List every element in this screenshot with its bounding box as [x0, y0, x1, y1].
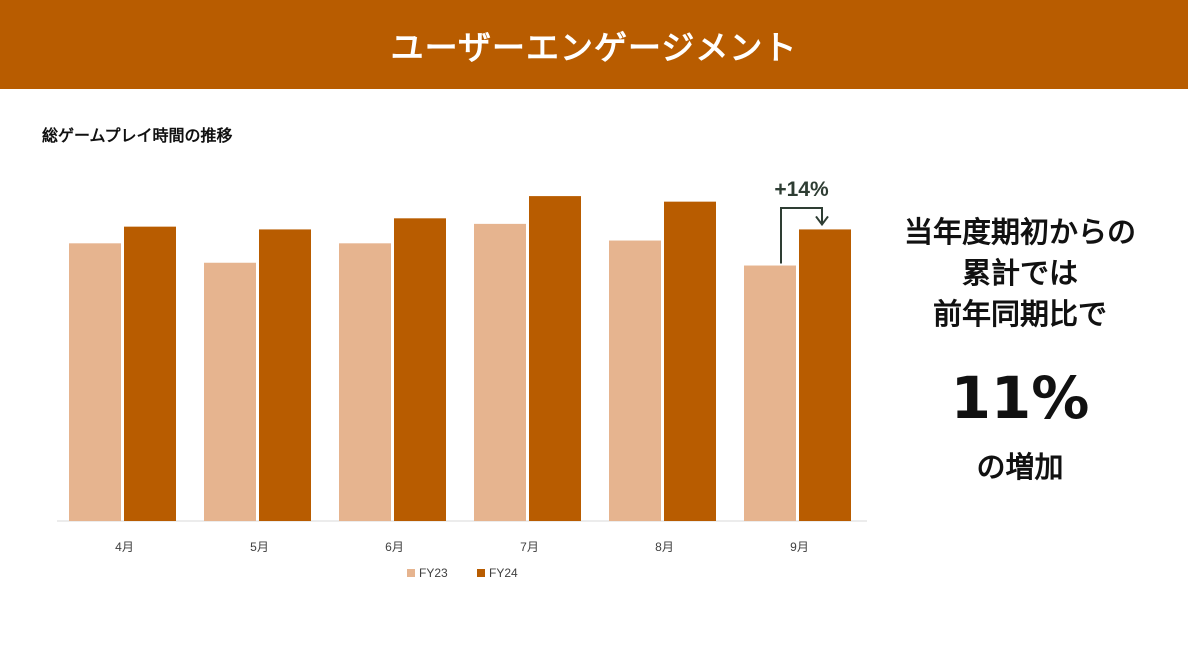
chart-title: 総ゲームプレイ時間の推移 [42, 126, 233, 145]
x-tick-label: 9月 [790, 540, 809, 554]
annotation-arrowhead [815, 215, 829, 227]
bar-fy24-7 [529, 196, 581, 521]
summary-line-3: 前年同期比で [932, 297, 1107, 331]
x-tick-label: 5月 [250, 540, 269, 554]
summary-line-2: 累計では [961, 256, 1078, 290]
bar-fy24-6 [394, 218, 446, 522]
summary-suffix: の増加 [976, 450, 1064, 484]
summary-line-1: 当年度期初からの [903, 215, 1136, 249]
bar-fy23-7 [474, 223, 526, 521]
bar-fy24-8 [664, 201, 716, 521]
legend-label-fy24: FY24 [489, 566, 518, 580]
bar-fy23-8 [609, 240, 661, 521]
summary-panel: 当年度期初からの 累計では 前年同期比で 11% の増加 [880, 212, 1160, 487]
legend-swatch-fy23 [407, 569, 415, 577]
x-tick-label: 8月 [655, 540, 674, 554]
annotation-label: +14% [774, 178, 829, 201]
header-bar: ユーザーエンゲージメント [0, 0, 1188, 89]
bar-fy23-9 [744, 265, 796, 521]
bar-fy24-9 [799, 229, 851, 521]
bar-fy24-5 [259, 229, 311, 521]
x-tick-label: 7月 [520, 540, 539, 554]
x-tick-label: 4月 [115, 540, 134, 554]
legend-swatch-fy24 [477, 569, 485, 577]
bar-chart: 4月 5月 6月 7月 8月 9月 FY23 FY24 +14% [57, 178, 867, 580]
bar-fy23-6 [339, 243, 391, 522]
bar-fy23-5 [204, 262, 256, 521]
bar-fy24-4 [124, 226, 176, 521]
summary-percentage: 11% [950, 364, 1090, 432]
legend-label-fy23: FY23 [419, 566, 448, 580]
annotation-bracket [780, 207, 823, 264]
bar-fy23-4 [69, 243, 121, 522]
page-title: ユーザーエンゲージメント [390, 27, 798, 67]
x-tick-label: 6月 [385, 540, 404, 554]
